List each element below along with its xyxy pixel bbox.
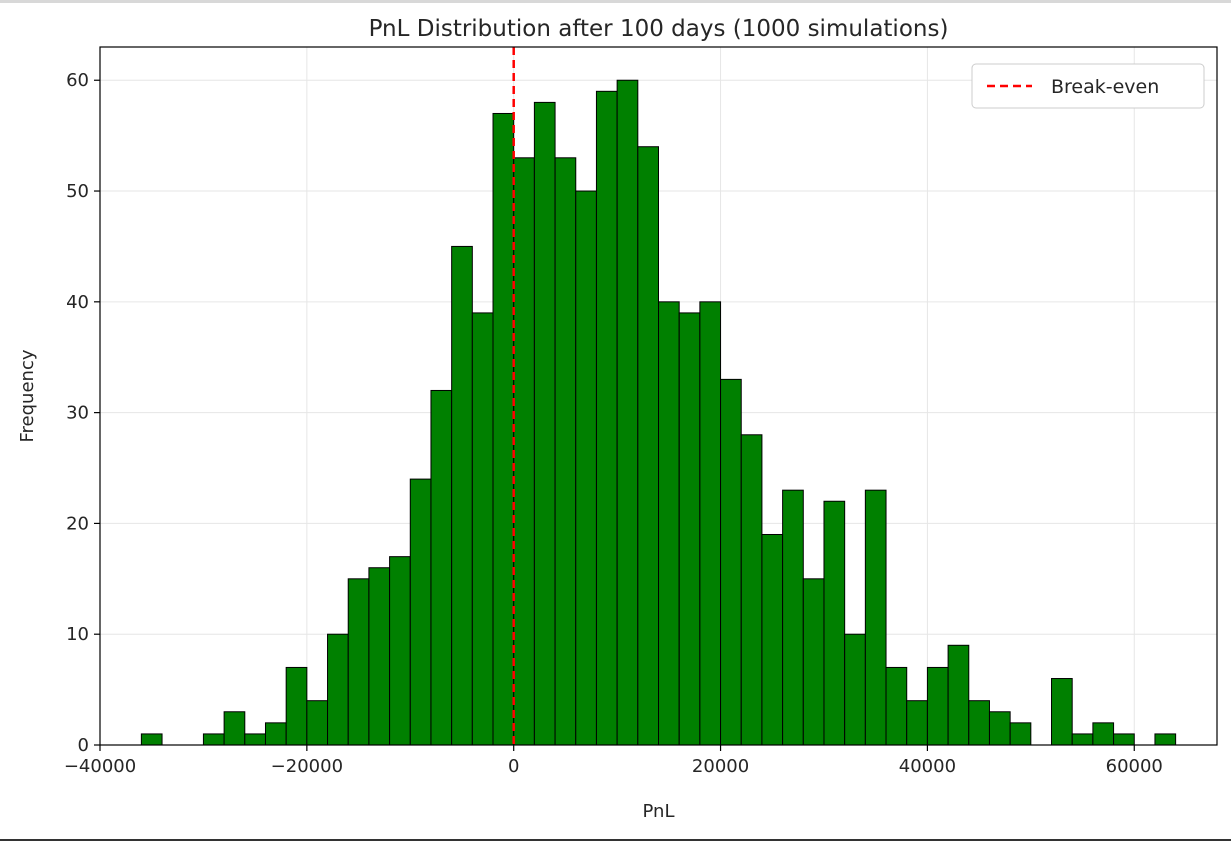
- legend: Break-even: [971, 63, 1205, 109]
- chart-title: PnL Distribution after 100 days (1000 si…: [369, 16, 949, 42]
- histogram-bar: [720, 378, 742, 746]
- x-tick-label: −20000: [271, 756, 343, 777]
- histogram-bar: [782, 489, 804, 746]
- histogram-bar: [575, 190, 597, 746]
- y-tick-label: 20: [66, 513, 89, 534]
- histogram-bar: [513, 157, 535, 746]
- histogram-bar: [947, 644, 970, 746]
- histogram-bar: [968, 700, 990, 746]
- y-tick-label: 60: [66, 70, 89, 91]
- histogram-bar: [678, 312, 701, 746]
- histogram-bar: [844, 633, 866, 746]
- y-tick-label: 0: [78, 735, 89, 756]
- histogram-bar: [823, 500, 846, 746]
- histogram-bar: [1113, 733, 1135, 746]
- x-tick-label: 60000: [1106, 756, 1163, 777]
- histogram-bar: [699, 301, 722, 746]
- histogram-bar: [761, 533, 784, 746]
- y-axis-ticks: 0 10 20 30 40 50 60: [66, 70, 100, 756]
- histogram-bar: [533, 101, 556, 746]
- histogram-bar: [409, 478, 432, 746]
- y-tick-label: 30: [66, 403, 89, 424]
- histogram-bar: [347, 578, 370, 746]
- histogram-bar: [595, 90, 618, 746]
- histogram-bar: [554, 157, 577, 746]
- histogram-bar: [430, 389, 453, 746]
- histogram-bar: [389, 556, 411, 746]
- histogram-bar: [740, 434, 763, 746]
- legend-box: [971, 63, 1205, 109]
- histogram-bar: [802, 578, 825, 746]
- histogram-bar: [1071, 733, 1094, 746]
- histogram-bar: [368, 567, 391, 746]
- histogram-bar: [306, 700, 329, 746]
- histogram-bar: [926, 666, 949, 746]
- histogram-bar: [1154, 733, 1177, 746]
- y-tick-label: 50: [66, 181, 89, 202]
- x-tick-label: 40000: [899, 756, 956, 777]
- histogram-bar: [202, 733, 225, 746]
- histogram-bar: [616, 79, 639, 746]
- histogram-bar: [658, 301, 680, 746]
- histogram-bar: [1051, 678, 1073, 746]
- histogram-bar: [637, 146, 660, 746]
- histogram-bar: [471, 312, 494, 746]
- histogram-bar: [906, 700, 928, 746]
- histogram-bar: [140, 733, 163, 746]
- histogram-bar: [327, 633, 349, 746]
- y-axis-label: Frequency: [17, 349, 38, 442]
- histogram-bar: [864, 489, 887, 746]
- histogram-bar: [223, 711, 246, 746]
- x-tick-label: 20000: [692, 756, 749, 777]
- histogram-bar: [264, 722, 287, 746]
- histogram-bar: [885, 666, 908, 746]
- x-axis-label: PnL: [643, 801, 675, 822]
- legend-label-break-even: Break-even: [1051, 76, 1159, 98]
- histogram-bar: [285, 666, 308, 746]
- top-border: [0, 0, 1231, 3]
- histogram-bar: [244, 733, 266, 746]
- x-axis-ticks: −40000 −20000 0 20000 40000 60000: [64, 745, 1163, 777]
- histogram-bar: [451, 245, 473, 746]
- x-tick-label: 0: [508, 756, 519, 777]
- bottom-border: [0, 839, 1231, 841]
- histogram-bar: [988, 711, 1011, 746]
- y-tick-label: 40: [66, 292, 89, 313]
- histogram-bar: [1009, 722, 1032, 746]
- histogram-bar: [492, 112, 515, 746]
- histogram-bars: [140, 79, 1177, 746]
- axes-frame: [99, 46, 1218, 746]
- y-tick-label: 10: [66, 624, 89, 645]
- histogram-bar: [1092, 722, 1115, 746]
- x-tick-label: −40000: [64, 756, 136, 777]
